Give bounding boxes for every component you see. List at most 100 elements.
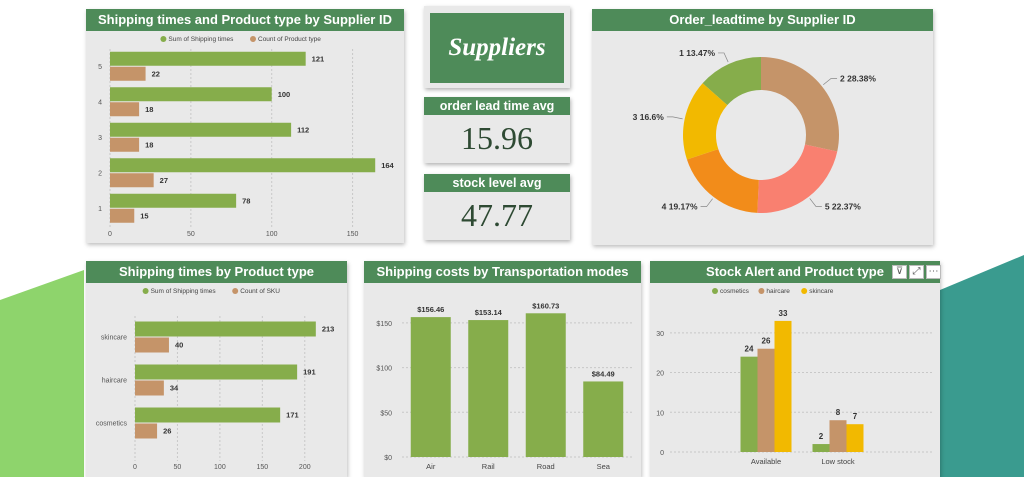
bar [740, 356, 758, 452]
chart-title: Order_leadtime by Supplier ID [592, 9, 933, 31]
y-tick-label: 1 [98, 206, 102, 213]
bar [135, 321, 316, 337]
leader-line [700, 198, 713, 208]
x-tick-label: Available [751, 457, 781, 466]
y-tick-label: 2 [98, 170, 102, 177]
x-tick-label: Rail [482, 462, 495, 471]
bar [757, 348, 775, 452]
bar [110, 158, 376, 173]
leadtime-donut-card: Order_leadtime by Supplier ID 1 13.47% 2 … [592, 9, 933, 245]
data-label: 78 [242, 196, 250, 205]
data-label: 164 [381, 161, 394, 170]
data-label: 2 [819, 432, 824, 441]
y-tick-label: 10 [656, 410, 664, 417]
transport-costs-card: Shipping costs by Transportation modes $… [364, 261, 641, 477]
x-tick-label: 0 [133, 464, 137, 471]
chart-title: Shipping times by Product type [86, 261, 347, 283]
bar [110, 208, 135, 223]
kpi-card-lead-time[interactable]: order lead time avg 15.96 [424, 97, 570, 163]
y-tick-label: $50 [380, 410, 392, 417]
bar [135, 337, 169, 353]
y-tick-label: 30 [656, 331, 664, 338]
data-label: $153.14 [475, 308, 503, 317]
more-options-icon[interactable]: ⋯ [926, 265, 941, 279]
legend-marker [712, 288, 718, 294]
data-label: 18 [145, 140, 153, 149]
data-label: 27 [160, 176, 168, 185]
y-tick-label: 5 [98, 64, 102, 71]
bar [110, 87, 272, 102]
data-label: $156.46 [417, 305, 444, 314]
background-right-wave [940, 255, 1024, 477]
supplier-shipping-card: Shipping times and Product type by Suppl… [86, 9, 404, 243]
leadtime-donut-chart[interactable]: 1 13.47% 2 28.38% 5 22.37% 4 19.17% 3 16.6% [592, 31, 933, 245]
slice-label: 4 19.17% [662, 202, 698, 212]
chart-title: Shipping costs by Transportation modes [364, 261, 641, 283]
kpi-value: 15.96 [461, 120, 533, 156]
stock-alert-chart[interactable]: cosmetics haircare skincare 0 10 20 30 24 26 33 Av… [650, 283, 940, 477]
data-label: 33 [779, 309, 788, 318]
donut-slice [702, 57, 761, 106]
slice-label: 2 28.38% [840, 73, 876, 83]
data-label: 121 [312, 54, 325, 63]
x-tick-label: Low stock [821, 457, 855, 466]
leader-line [666, 116, 683, 120]
data-label: 100 [278, 90, 291, 99]
bar [812, 444, 830, 452]
y-tick-label: $150 [376, 321, 392, 328]
legend-label: Count of Product type [258, 36, 321, 43]
chart-title: Stock Alert and Product type [650, 261, 940, 283]
bar [135, 364, 298, 380]
donut-slice [683, 83, 728, 160]
legend-label: cosmetics [720, 288, 750, 295]
data-label: 7 [853, 412, 858, 421]
product-shipping-card: Shipping times by Product type Sum of Sh… [86, 261, 347, 477]
supplier-shipping-chart[interactable]: Sum of Shipping times Count of Product ty… [86, 31, 404, 243]
product-shipping-chart[interactable]: Sum of Shipping times Count of SKU 0 50 100 1… [86, 283, 347, 477]
legend-marker [232, 288, 239, 294]
donut-slice [686, 149, 759, 213]
leader-line [718, 52, 729, 63]
slice-label: 1 13.47% [679, 48, 715, 58]
slice-label: 5 22.37% [825, 201, 861, 211]
x-tick-label: 200 [299, 464, 311, 471]
y-tick-label: 3 [98, 135, 102, 142]
y-tick-label: 20 [656, 371, 664, 378]
focus-mode-icon[interactable]: ⤢ [909, 265, 924, 279]
data-label: 191 [303, 368, 316, 377]
x-tick-label: Road [537, 462, 555, 471]
x-tick-label: 150 [256, 464, 268, 471]
legend-marker [142, 288, 149, 294]
bar [468, 320, 509, 457]
filter-icon[interactable]: ⊽ [892, 265, 907, 279]
background-left-wave [0, 270, 84, 477]
bar [110, 193, 237, 208]
data-label: $84.49 [592, 369, 615, 378]
bar [410, 317, 451, 457]
y-tick-label: 4 [98, 99, 102, 106]
bar [110, 102, 140, 117]
x-tick-label: 100 [214, 464, 226, 471]
data-label: 15 [140, 211, 148, 220]
data-label: $160.73 [532, 301, 559, 310]
legend-label: skincare [809, 288, 834, 295]
legend-label: Count of SKU [240, 288, 280, 295]
legend-marker [801, 288, 808, 294]
data-label: 22 [152, 69, 160, 78]
donut-slice [757, 144, 838, 213]
x-tick-label: 0 [108, 231, 112, 238]
kpi-card-stock-level[interactable]: stock level avg 47.77 [424, 174, 570, 240]
chart-title: Shipping times and Product type by Suppl… [86, 9, 404, 31]
legend-marker [758, 288, 765, 294]
data-label: 24 [745, 345, 754, 354]
donut-slice [761, 57, 839, 152]
legend-label: Sum of Shipping times [168, 36, 234, 43]
bar [110, 66, 146, 81]
kpi-value: 47.77 [461, 197, 533, 233]
kpi-label: order lead time avg [424, 97, 570, 115]
x-tick-label: Air [426, 462, 436, 471]
y-tick-label: haircare [102, 378, 127, 385]
transport-costs-chart[interactable]: $0 $50 $100 $150 $156.46 Air $153.14 Rail $160.7… [364, 283, 641, 477]
bar [525, 313, 566, 457]
legend-label: haircare [766, 288, 790, 295]
